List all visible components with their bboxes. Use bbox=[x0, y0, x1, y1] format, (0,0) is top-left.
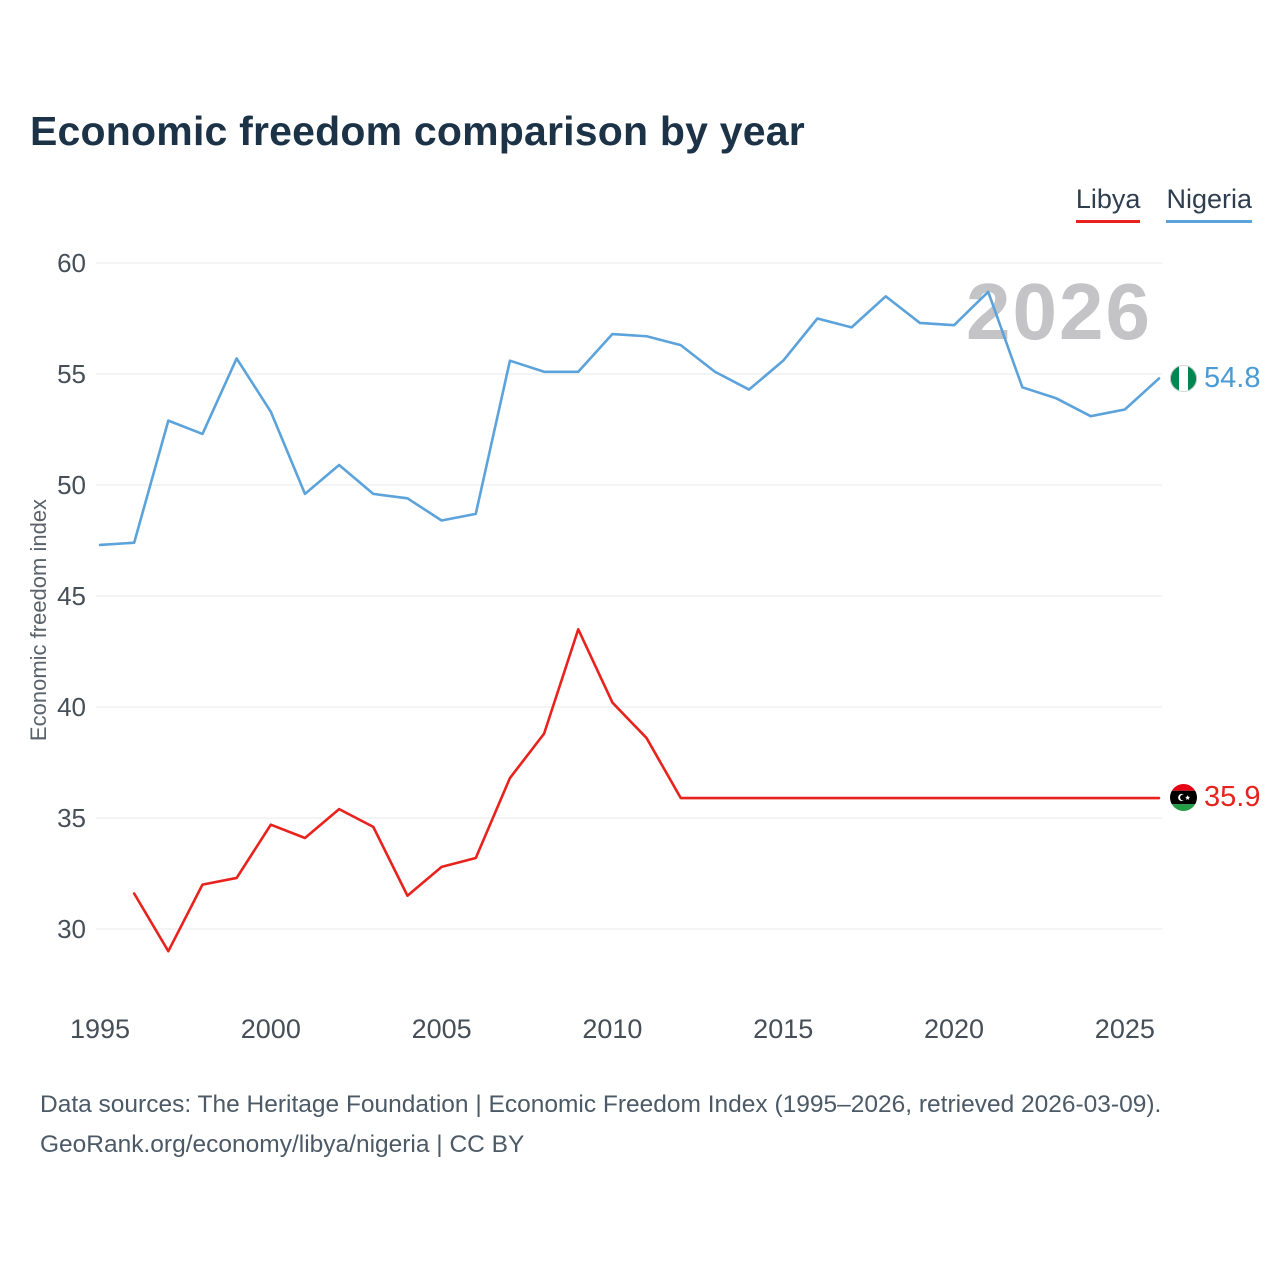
watermark-year: 2026 bbox=[966, 267, 1152, 356]
end-value-nigeria: 54.8 bbox=[1204, 362, 1261, 394]
end-value-libya: 35.9 bbox=[1204, 781, 1261, 813]
y-tick-label: 55 bbox=[57, 359, 86, 389]
y-tick-label: 50 bbox=[57, 470, 86, 500]
chart-title: Economic freedom comparison by year bbox=[30, 108, 805, 154]
libya-flag-icon bbox=[1170, 784, 1197, 811]
legend-item-libya[interactable]: Libya bbox=[1075, 184, 1141, 223]
y-axis-label: Economic freedom index bbox=[26, 499, 51, 741]
footer: Data sources: The Heritage Foundation | … bbox=[40, 1085, 1161, 1164]
y-tick-label: 60 bbox=[57, 248, 86, 278]
x-tick-label: 2015 bbox=[753, 1014, 813, 1044]
x-tick-label: 2025 bbox=[1095, 1014, 1155, 1044]
x-tick-label: 2010 bbox=[582, 1014, 642, 1044]
x-tick-label: 2005 bbox=[412, 1014, 472, 1044]
y-tick-label: 40 bbox=[57, 692, 86, 722]
end-label-libya: 35.9 bbox=[1170, 781, 1260, 814]
footer-sources: Data sources: The Heritage Foundation | … bbox=[40, 1091, 1162, 1118]
y-tick-label: 30 bbox=[57, 914, 86, 944]
x-tick-label: 2020 bbox=[924, 1014, 984, 1044]
footer-attribution: GeoRank.org/economy/libya/nigeria | CC B… bbox=[40, 1130, 525, 1158]
y-tick-label: 35 bbox=[57, 803, 86, 833]
x-tick-label: 2000 bbox=[241, 1014, 301, 1044]
x-tick-label: 1995 bbox=[70, 1014, 130, 1044]
libya-line bbox=[132, 627, 1161, 953]
end-label-nigeria: 54.8 bbox=[1170, 362, 1260, 395]
legend-item-nigeria[interactable]: Nigeria bbox=[1166, 184, 1252, 223]
y-tick-label: 45 bbox=[57, 581, 86, 611]
legend: Libya Nigeria bbox=[1075, 184, 1252, 223]
nigeria-flag-icon bbox=[1170, 365, 1197, 392]
